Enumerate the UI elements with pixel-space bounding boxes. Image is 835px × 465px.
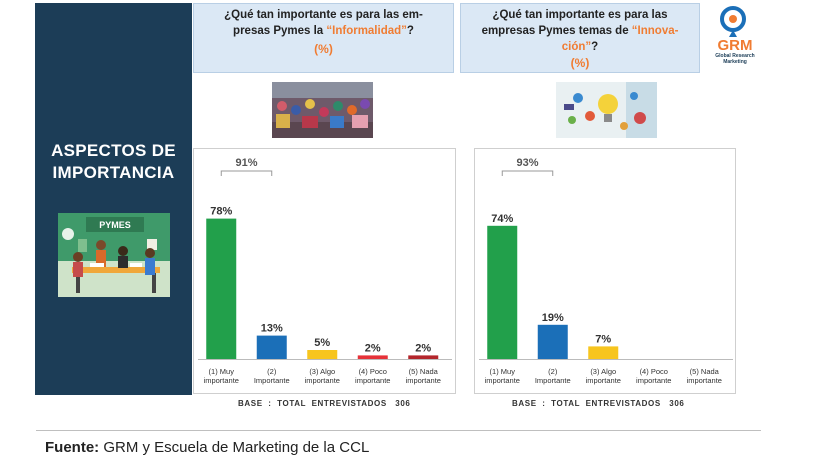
data-label-5: 2% bbox=[415, 342, 431, 354]
footer-divider bbox=[36, 430, 761, 431]
question-box-informalidad: ¿Qué tan importante es para las em- pres… bbox=[193, 3, 454, 73]
category-label-2: (2) bbox=[548, 367, 558, 376]
section-title: ASPECTOS DE IMPORTANCIA bbox=[35, 140, 192, 184]
bar-4 bbox=[357, 355, 388, 359]
pymes-label: PYMES bbox=[99, 220, 131, 230]
bar-1 bbox=[206, 218, 237, 359]
category-label-2: (2) bbox=[267, 367, 277, 376]
data-label-2: 13% bbox=[261, 323, 283, 335]
data-label-2: 19% bbox=[542, 312, 564, 324]
innovation-photo bbox=[556, 82, 657, 138]
sum-bracket bbox=[220, 170, 273, 176]
category-label-5: (5) Nada bbox=[690, 367, 720, 376]
category-label-3: (3) Algo bbox=[590, 367, 616, 376]
question1-line2: presas Pymes la “Informalidad”? bbox=[194, 23, 453, 39]
chart-informalidad-svg: 78%(1) Muyimportante13%(2)Importante5%(3… bbox=[198, 157, 452, 385]
chart-innovacion-svg: 74%(1) Muyimportante19%(2)Importante7%(3… bbox=[479, 157, 733, 385]
category-label-3: (3) Algo bbox=[309, 367, 335, 376]
data-label-1: 78% bbox=[210, 206, 232, 218]
bar-1 bbox=[487, 225, 518, 359]
category-label-4: (4) Poco bbox=[359, 367, 387, 376]
data-label-4: 2% bbox=[365, 342, 381, 354]
category-label-1: importante bbox=[485, 376, 520, 385]
bar-3 bbox=[307, 350, 338, 359]
category-label-5: (5) Nada bbox=[409, 367, 439, 376]
question-box-innovacion: ¿Qué tan importante es para las empresas… bbox=[460, 3, 700, 73]
section-title-line1: ASPECTOS DE bbox=[51, 141, 176, 160]
base-note-innovacion: BASE : TOTAL ENTREVISTADOS 306 bbox=[512, 399, 685, 408]
data-label-3: 5% bbox=[314, 337, 330, 349]
section-title-line2: IMPORTANCIA bbox=[52, 163, 175, 182]
category-label-2: Importante bbox=[254, 376, 290, 385]
category-label-4: importante bbox=[355, 376, 390, 385]
question2-highlight-b: ción” bbox=[561, 41, 592, 53]
informal-market-photo bbox=[272, 82, 373, 138]
sidebar-panel: ASPECTOS DE IMPORTANCIA PYMES bbox=[35, 3, 192, 395]
category-label-2: Importante bbox=[535, 376, 571, 385]
source-text: GRM y Escuela de Marketing de la CCL bbox=[99, 439, 370, 456]
question1-unit: (%) bbox=[314, 42, 333, 56]
bar-2 bbox=[537, 324, 568, 359]
grm-logo: GRM Global Research Marketing bbox=[715, 6, 755, 65]
chart-innovacion: 74% (1) Muy importante 19% (2) Importante 7% (3… bbox=[474, 148, 736, 394]
category-label-3: importante bbox=[586, 376, 621, 385]
bar-3 bbox=[588, 346, 619, 359]
question2-unit: (%) bbox=[570, 56, 590, 70]
question2-mark: ? bbox=[591, 41, 599, 53]
question1-highlight: “Informalidad” bbox=[326, 25, 407, 37]
category-label-5: importante bbox=[687, 376, 722, 385]
pymes-illustration: PYMES bbox=[58, 213, 170, 297]
bar-5 bbox=[408, 355, 439, 359]
base-note-informalidad: BASE : TOTAL ENTREVISTADOS 306 bbox=[238, 399, 411, 408]
logo-line1: Global Research bbox=[715, 53, 754, 59]
question1-line1: ¿Qué tan importante es para las em- bbox=[224, 9, 423, 21]
data-label-3: 7% bbox=[595, 333, 611, 345]
category-label-1: importante bbox=[204, 376, 239, 385]
source-label: Fuente: bbox=[45, 439, 100, 456]
question2-line1: ¿Qué tan importante es para las bbox=[492, 9, 668, 21]
chart-informalidad: 78% (1) Muy importante 13% (2) Importante 5% (3… bbox=[193, 148, 456, 394]
sum-bracket-label: 93% bbox=[516, 157, 538, 169]
sum-bracket-label: 91% bbox=[235, 157, 257, 169]
category-label-4: importante bbox=[636, 376, 671, 385]
data-label-1: 74% bbox=[491, 213, 513, 225]
question2-line3: ción”? bbox=[461, 39, 699, 55]
question1-mark: ? bbox=[406, 25, 414, 37]
question2-text: empresas Pymes temas de bbox=[481, 25, 632, 37]
logo-brand: GRM bbox=[718, 37, 753, 54]
bar-2 bbox=[256, 335, 287, 359]
logo-line2: Marketing bbox=[723, 59, 747, 65]
question2-highlight-a: “Innova- bbox=[631, 25, 679, 37]
question1-text: presas Pymes la bbox=[233, 25, 327, 37]
source-note: Fuente: GRM y Escuela de Marketing de la… bbox=[45, 439, 369, 456]
category-label-5: importante bbox=[406, 376, 441, 385]
question2-line2: empresas Pymes temas de “Innova- bbox=[461, 23, 699, 39]
category-label-4: (4) Poco bbox=[640, 367, 668, 376]
sum-bracket bbox=[501, 170, 554, 176]
category-label-1: (1) Muy bbox=[209, 367, 235, 376]
category-label-3: importante bbox=[305, 376, 340, 385]
category-label-1: (1) Muy bbox=[490, 367, 516, 376]
